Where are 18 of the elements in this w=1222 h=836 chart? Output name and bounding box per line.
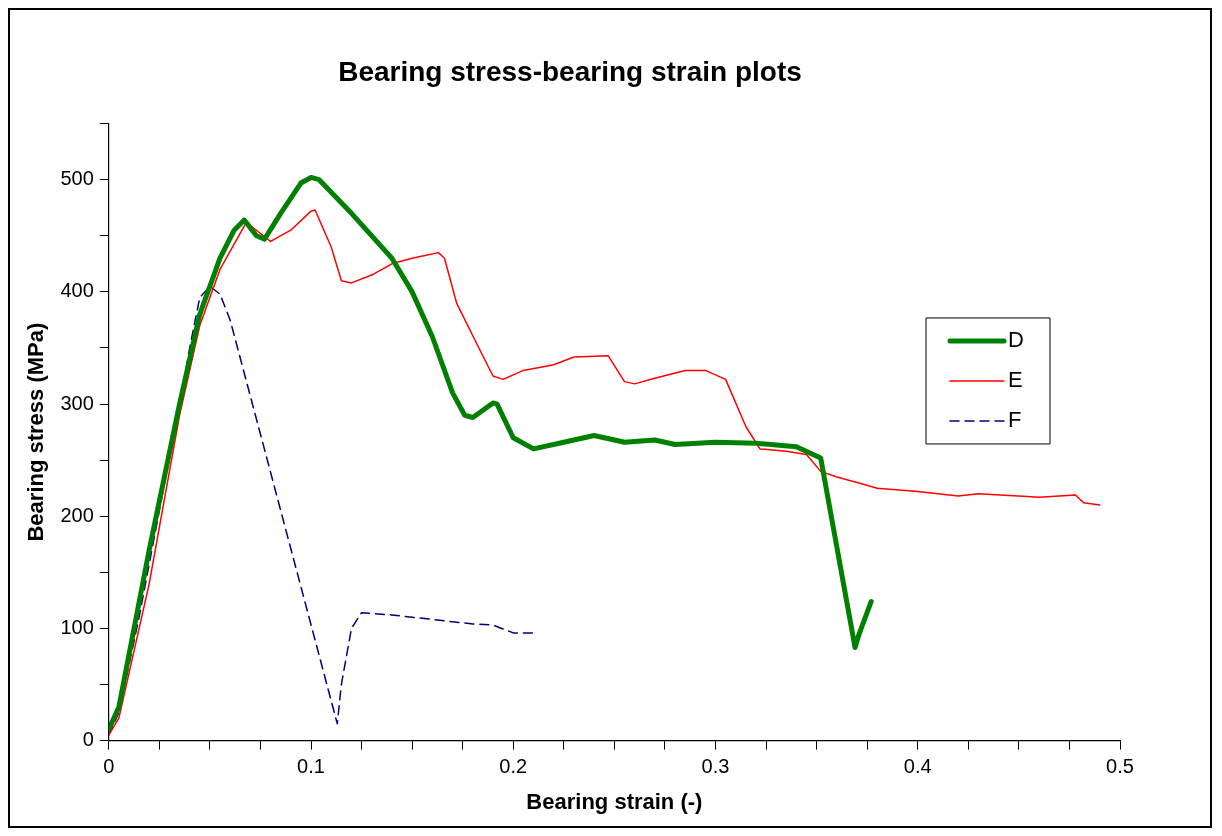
y-tick-label: 500 (60, 167, 94, 190)
x-tick-label: 0.5 (1106, 755, 1134, 778)
y-tick-label: 300 (60, 391, 94, 414)
y-axis-title: Bearing stress (MPa) (23, 322, 49, 542)
y-tick-label: 200 (60, 503, 94, 526)
x-tick-label: 0 (103, 755, 115, 778)
y-tick-label: 0 (82, 728, 94, 751)
y-tick-label: 100 (60, 615, 94, 638)
x-tick-label: 0.2 (499, 755, 528, 778)
chart-title: Bearing stress-bearing strain plots (338, 55, 802, 87)
x-axis-title: Bearing strain (-) (526, 788, 703, 814)
y-tick-label: 400 (60, 279, 94, 302)
x-tick-label: 0.1 (297, 755, 325, 778)
legend-label: F (1008, 407, 1022, 433)
x-tick-label: 0.3 (701, 755, 730, 778)
legend-label: D (1008, 327, 1024, 353)
x-tick-label: 0.4 (903, 755, 932, 778)
legend-label: E (1008, 367, 1023, 393)
